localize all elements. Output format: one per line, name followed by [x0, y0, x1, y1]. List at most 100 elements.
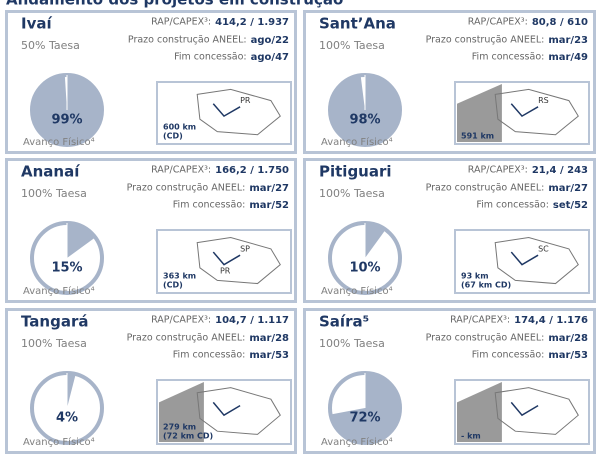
map-outline: [494, 237, 579, 285]
project-name: Saíra⁵: [319, 313, 369, 331]
field-label: RAP/CAPEX³:: [468, 17, 528, 28]
map-route: [510, 103, 539, 118]
field-label: Prazo construção ANEEL:: [128, 35, 247, 46]
project-card: Tangará 100% Taesa 104,7 / 1.117 RAP/CAPEX³…: [5, 308, 297, 454]
pie-label: 99%: [51, 113, 82, 128]
map-frame: [156, 229, 292, 294]
map-km: (67 km CD): [461, 281, 511, 290]
pie-wedge: [67, 373, 76, 408]
field-label: Prazo construção ANEEL:: [127, 333, 246, 344]
stake: 100% Taesa: [21, 337, 87, 350]
map-route: [510, 251, 539, 266]
field-label: Prazo construção ANEEL:: [426, 35, 545, 46]
field-value: 174,4 / 1.176: [514, 315, 588, 326]
pie-caption: Avanço Físico⁴: [23, 136, 95, 148]
pie-label: 15%: [51, 261, 82, 276]
map-outline: [196, 88, 281, 136]
map-route: [212, 401, 241, 417]
map-km: 93 km: [461, 272, 489, 281]
project-name: Sant’Ana: [319, 15, 396, 33]
field-value: 166,2 / 1.750: [215, 165, 289, 176]
pie-label: 10%: [349, 261, 380, 276]
pie-wedge: [67, 223, 96, 258]
stake: 50% Taesa: [21, 39, 80, 52]
map-km: - km: [461, 432, 481, 441]
map-label: SC: [538, 244, 549, 253]
field-label: RAP/CAPEX³:: [151, 315, 211, 326]
field-label: Fim concessão:: [472, 350, 545, 361]
map-outline: [196, 237, 281, 285]
map-shade: [457, 382, 502, 442]
project-card: Sant’Ana 100% Taesa 80,8 / 610 RAP/CAPEX³: m…: [303, 10, 596, 154]
project-name: Ivaí: [21, 15, 52, 33]
pie-caption: Avanço Físico⁴: [23, 285, 95, 297]
field-value: 80,8 / 610: [532, 17, 588, 28]
field-value: 21,4 / 243: [532, 165, 588, 176]
project-card: Saíra⁵ 100% Taesa 174,4 / 1.176 RAP/CAPEX³:…: [303, 308, 596, 454]
field-label: Fim concessão:: [472, 52, 545, 63]
map-outline: [196, 387, 281, 435]
map-km: (CD): [163, 132, 183, 141]
field-label: Prazo construção ANEEL:: [426, 183, 545, 194]
field-label: Fim concessão:: [173, 200, 246, 211]
field-value: mar/28: [249, 333, 289, 344]
map-km: 279 km: [163, 423, 196, 432]
map-shade: [159, 382, 204, 442]
project-card: Pitiguari 100% Taesa 21,4 / 243 RAP/CAPEX³:…: [303, 158, 596, 303]
project-card: Ananaí 100% Taesa 166,2 / 1.750 RAP/CAPEX³:…: [5, 158, 297, 303]
field-label: Fim concessão:: [174, 52, 247, 63]
pie-caption: Avanço Físico⁴: [321, 136, 393, 148]
field-label: Fim concessão:: [476, 200, 549, 211]
field-label: RAP/CAPEX³:: [151, 165, 211, 176]
field-value: mar/27: [548, 183, 588, 194]
field-value: ago/22: [251, 35, 289, 46]
project-name: Pitiguari: [319, 163, 392, 181]
field-value: mar/53: [548, 350, 588, 361]
pie-caption: Avanço Físico⁴: [321, 436, 393, 448]
map-km: 600 km: [163, 123, 196, 132]
field-value: mar/27: [249, 183, 289, 194]
field-value: 414,2 / 1.937: [215, 17, 289, 28]
field-label: RAP/CAPEX³:: [450, 315, 510, 326]
field-value: mar/52: [249, 200, 289, 211]
stake: 100% Taesa: [21, 187, 87, 200]
field-value: ago/47: [251, 52, 289, 63]
field-value: mar/53: [249, 350, 289, 361]
map-km: 591 km: [461, 132, 494, 141]
field-value: mar/49: [548, 52, 588, 63]
pie-label: 72%: [349, 411, 380, 426]
map-label: RS: [538, 96, 549, 105]
field-label: RAP/CAPEX³:: [468, 165, 528, 176]
map-label: PR: [240, 96, 251, 105]
field-label: RAP/CAPEX³:: [151, 17, 211, 28]
map-frame: [454, 229, 590, 294]
project-card: Ivaí 50% Taesa 414,2 / 1.937 RAP/CAPEX³: ago…: [5, 10, 297, 154]
field-label: Prazo construção ANEEL:: [426, 333, 545, 344]
map-km: (72 km CD): [163, 432, 213, 441]
stake: 100% Taesa: [319, 337, 385, 350]
map-outline: [494, 387, 579, 435]
field-label: Prazo construção ANEEL:: [127, 183, 246, 194]
stake: 100% Taesa: [319, 187, 385, 200]
pie-label: 4%: [56, 411, 78, 426]
field-value: 104,7 / 1.117: [215, 315, 289, 326]
map-km: 363 km: [163, 272, 196, 281]
stake: 100% Taesa: [319, 39, 385, 52]
map-route: [212, 251, 241, 266]
field-value: set/52: [553, 200, 588, 211]
map-outline: [494, 88, 579, 136]
map-frame: [156, 81, 292, 145]
map-label: SP: [240, 244, 250, 253]
field-value: mar/23: [548, 35, 588, 46]
map-route: [212, 103, 241, 118]
map-km: (CD): [163, 281, 183, 290]
pie-wedge: [365, 223, 386, 258]
pie-caption: Avanço Físico⁴: [23, 436, 95, 448]
slide-title: Andamento dos projetos em construção: [6, 0, 343, 9]
map-shade: [457, 84, 502, 142]
pie-label: 98%: [349, 113, 380, 128]
field-value: mar/28: [548, 333, 588, 344]
project-name: Ananaí: [21, 163, 80, 181]
project-name: Tangará: [21, 313, 88, 331]
